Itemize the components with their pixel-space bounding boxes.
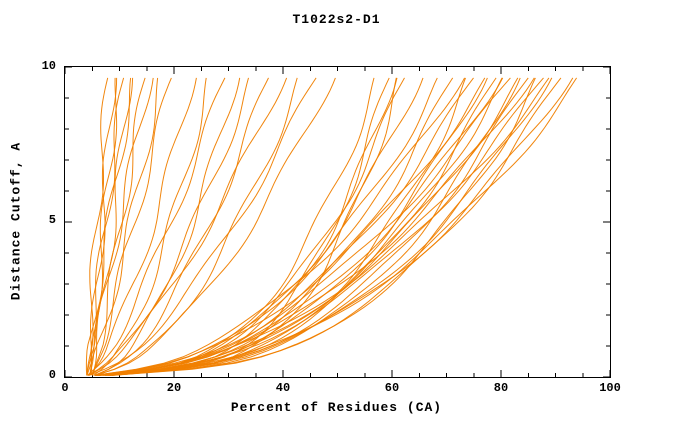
model-curve	[96, 77, 550, 376]
model-curve	[95, 77, 336, 376]
model-curve	[89, 77, 154, 376]
model-curve	[87, 77, 197, 376]
model-curve	[99, 77, 375, 376]
model-curve	[98, 77, 544, 376]
model-curve	[91, 77, 146, 376]
y-tick-label-0: 0	[48, 368, 56, 382]
x-tick-label-20: 20	[166, 381, 182, 395]
model-curve	[104, 77, 503, 376]
plot-area	[64, 66, 611, 378]
model-curve	[98, 77, 424, 376]
x-tick-label-0: 0	[61, 381, 69, 395]
model-curve	[103, 77, 398, 376]
model-curve	[95, 77, 511, 376]
model-curve	[95, 77, 438, 376]
x-tick-label-80: 80	[493, 381, 509, 395]
model-curve	[88, 77, 288, 376]
x-axis-label: Percent of Residues (CA)	[230, 400, 443, 415]
y-tick-label-5: 5	[48, 213, 56, 227]
model-curve	[104, 77, 578, 376]
model-curve	[94, 77, 466, 376]
curves-plot	[65, 67, 610, 377]
model-curve	[94, 77, 241, 376]
model-curve	[98, 77, 405, 376]
model-curve	[91, 77, 172, 376]
model-curve	[94, 77, 269, 376]
model-curve	[105, 77, 488, 376]
model-curve	[107, 77, 529, 376]
model-curve	[97, 77, 504, 376]
model-curve	[87, 77, 249, 376]
model-curve	[110, 77, 562, 376]
x-tick-label-60: 60	[384, 381, 400, 395]
model-curve	[110, 77, 521, 376]
model-curve	[85, 77, 132, 376]
x-tick-label-40: 40	[275, 381, 291, 395]
model-curve	[86, 77, 125, 376]
model-curve	[92, 77, 134, 376]
model-curve	[108, 77, 553, 376]
model-curve	[98, 77, 519, 376]
model-curve	[96, 77, 535, 376]
model-curve	[107, 77, 497, 376]
model-curve	[93, 77, 207, 376]
chart-title: T1022s2-D1	[292, 12, 381, 27]
model-curve	[88, 77, 317, 376]
model-curve	[87, 77, 226, 376]
x-tick-label-100: 100	[599, 381, 621, 395]
model-curve	[109, 77, 390, 376]
model-curve	[94, 77, 486, 376]
model-curve	[101, 77, 574, 376]
y-tick-label-10: 10	[41, 59, 56, 73]
model-curve	[86, 77, 159, 376]
